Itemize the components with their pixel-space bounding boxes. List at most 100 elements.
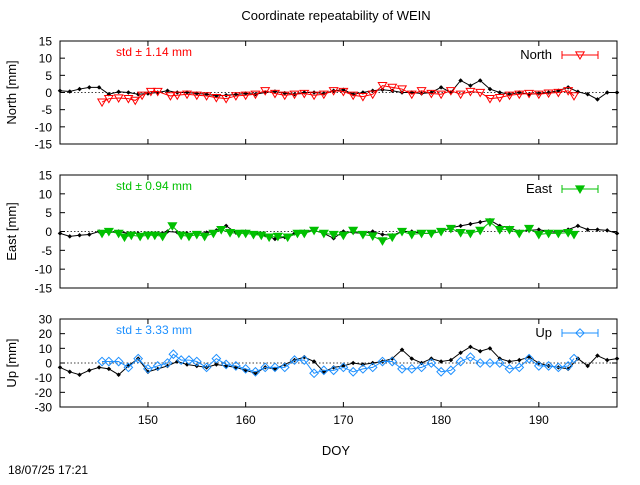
up-reference-point	[311, 359, 317, 364]
north-reference-point	[468, 83, 473, 88]
up-series-point	[289, 355, 300, 365]
east-series-point	[240, 229, 251, 239]
east-series-point	[348, 226, 359, 236]
east-series-point	[318, 229, 329, 239]
east-y-tick-label: -15	[35, 282, 53, 296]
up-series-point	[279, 362, 290, 373]
north-series-point	[103, 95, 114, 104]
north-series-point	[289, 90, 300, 100]
east-y-tick-label: 10	[39, 187, 53, 201]
east-series-point	[568, 230, 580, 240]
up-series-point	[97, 356, 107, 367]
up-reference-point	[77, 372, 82, 377]
up-series-point	[416, 362, 427, 373]
up-reference-point	[87, 368, 92, 373]
panel-east: -15 -10 -5 0 5 10 15 East [mm] std ± 0.94 mm East	[4, 169, 620, 296]
east-series-point	[387, 233, 398, 243]
up-reference-line	[59, 346, 618, 376]
up-y-tick-label: -30	[35, 401, 53, 415]
up-y-axis-label: Up [mm]	[4, 338, 19, 387]
east-reference-point	[468, 221, 473, 227]
up-reference-point	[477, 349, 483, 354]
north-y-tick-label: 5	[45, 69, 52, 83]
north-series-point	[338, 87, 349, 97]
north-series-point	[406, 90, 417, 100]
north-series-point	[543, 89, 554, 99]
north-series-point	[328, 87, 339, 96]
up-reference-point	[96, 365, 102, 370]
east-reference-point	[380, 232, 385, 237]
east-series-point	[543, 229, 554, 239]
east-series-point	[426, 229, 437, 239]
east-y-tick-label: 0	[45, 225, 52, 239]
north-y-axis-label: North [mm]	[4, 60, 19, 124]
up-series-point	[367, 362, 378, 373]
north-reference-point	[116, 89, 121, 95]
up-reference-point	[438, 359, 444, 364]
north-y-tick-label: -5	[41, 103, 52, 117]
east-series-point	[256, 231, 267, 241]
north-series-point	[504, 91, 515, 101]
north-series-point	[475, 88, 486, 98]
up-reference-point	[517, 357, 522, 363]
up-series-point	[250, 366, 261, 377]
east-series-point	[282, 233, 293, 243]
east-series-point	[272, 232, 283, 242]
east-series-point	[167, 222, 178, 231]
up-series-point	[123, 362, 134, 373]
east-series-point	[191, 230, 202, 240]
east-series-point	[396, 227, 408, 237]
up-series-point	[348, 366, 359, 377]
east-series-point	[149, 231, 160, 241]
east-series-point	[523, 224, 535, 234]
north-series-point	[250, 90, 261, 100]
chart-panels: -15 -10 -5 0 5 10 15 North [mm] std ± 1.14 mm Nor…	[4, 35, 620, 427]
up-reference-point	[106, 366, 112, 372]
east-series-point	[406, 230, 417, 240]
up-series-point	[533, 361, 544, 371]
north-series-point	[396, 85, 408, 95]
east-series-point	[504, 225, 515, 235]
north-series-point	[130, 96, 141, 106]
up-series-point	[445, 365, 456, 376]
north-series-point	[426, 89, 437, 99]
east-series-point	[157, 232, 168, 242]
x-tick-label: 170	[333, 413, 353, 427]
north-series-point	[181, 90, 193, 100]
up-reference-point	[604, 357, 610, 363]
up-series-point	[569, 353, 579, 364]
east-reference-point	[67, 234, 73, 239]
north-series-point	[152, 87, 163, 97]
east-reference-point	[477, 219, 483, 225]
north-reference-point	[57, 88, 63, 94]
east-series-point	[126, 231, 137, 241]
up-y-tick-label: 20	[39, 327, 53, 341]
east-y-tick-label: -5	[41, 244, 52, 258]
up-reference-point	[399, 347, 405, 353]
east-series-point	[292, 229, 303, 239]
up-y-tick-label: 30	[39, 313, 53, 327]
north-series-point	[523, 89, 535, 99]
north-series-point	[230, 92, 241, 101]
east-series-point	[199, 232, 210, 242]
x-axis-label: DOY	[322, 443, 351, 458]
up-series-point	[211, 353, 222, 364]
east-series-point	[119, 233, 130, 243]
up-reference-point	[350, 360, 356, 366]
up-series-point	[563, 361, 574, 371]
north-reference-point	[360, 90, 366, 95]
up-std-label: std ± 3.33 mm	[116, 323, 192, 337]
up-y-tick-label: 0	[45, 357, 52, 371]
up-series-point	[397, 363, 407, 374]
north-legend-label: North	[520, 47, 552, 62]
east-series-point	[367, 232, 378, 241]
up-reference-point	[536, 360, 542, 366]
up-series-point	[240, 363, 251, 374]
up-series-point	[113, 356, 124, 367]
up-series-point	[436, 366, 447, 377]
north-series-point	[436, 90, 447, 100]
north-series-point	[260, 87, 271, 96]
east-reference-point	[77, 233, 82, 238]
north-series-point	[514, 90, 525, 100]
